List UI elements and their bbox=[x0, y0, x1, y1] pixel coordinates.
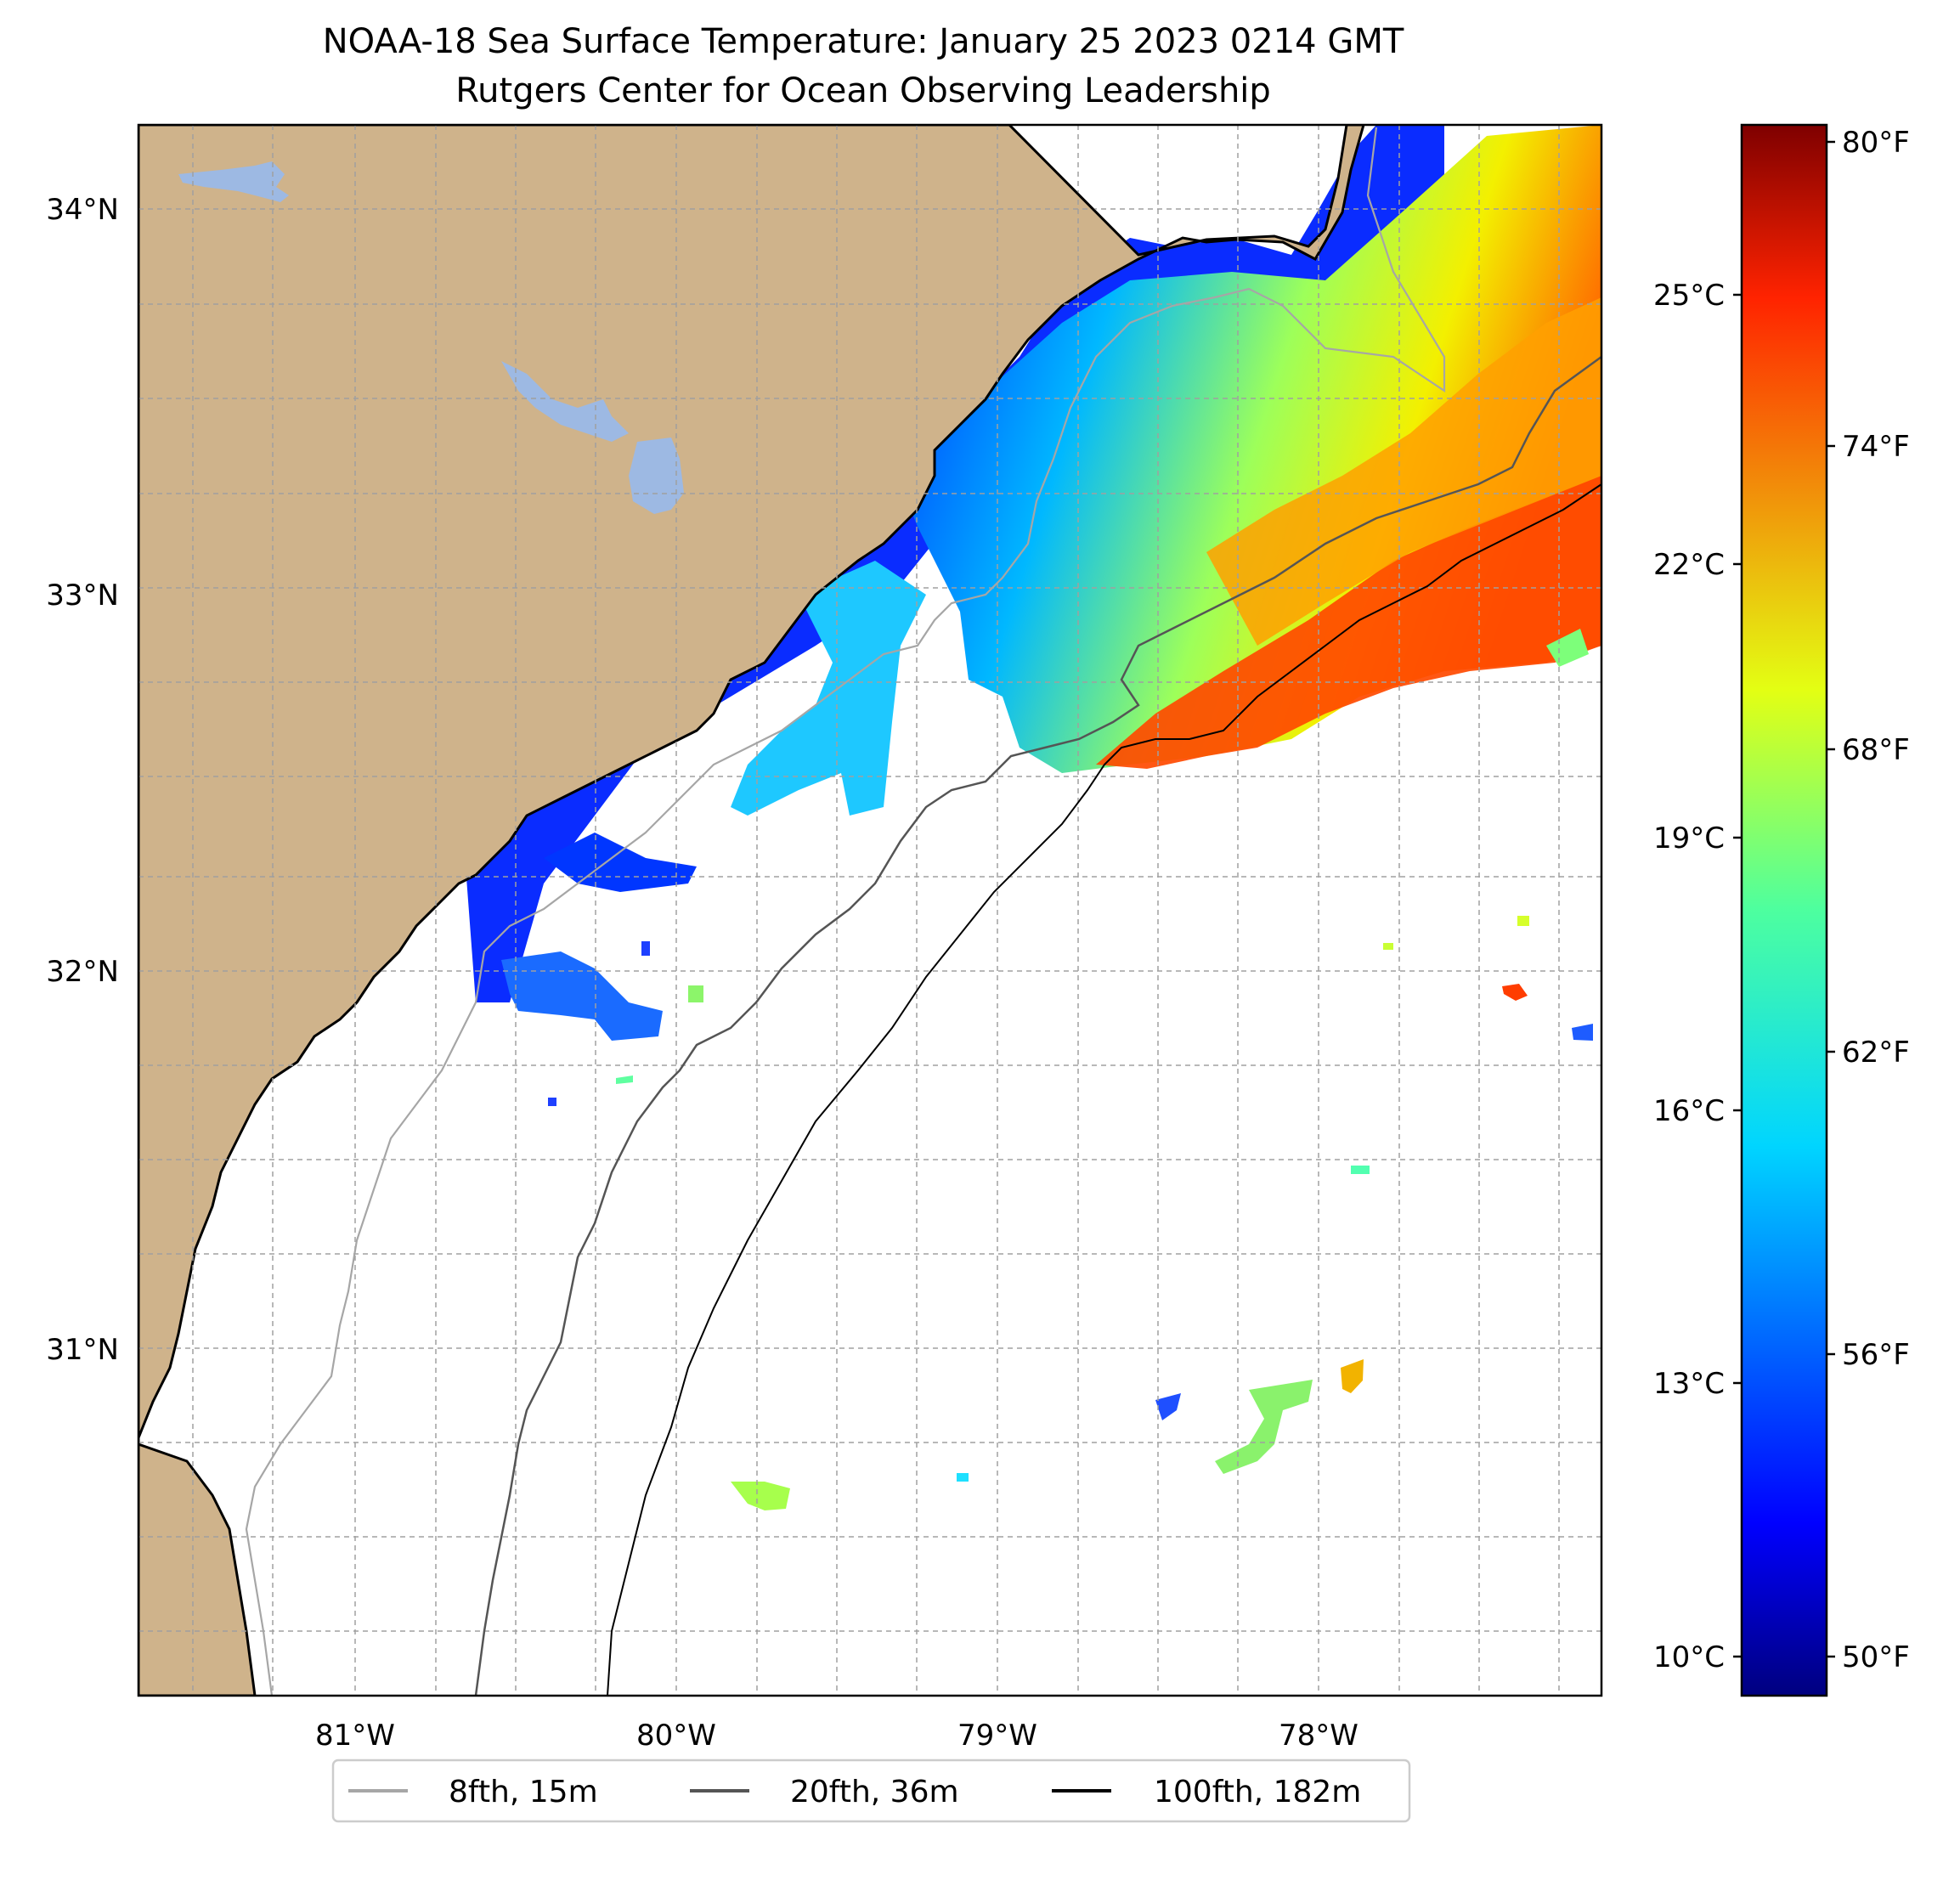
sst-scattered-pixels bbox=[548, 629, 1593, 1510]
lat-tick-label: 33°N bbox=[46, 579, 119, 613]
state-border bbox=[1008, 125, 1139, 256]
celsius-tick-label: 10°C bbox=[1653, 1640, 1725, 1674]
land-southern-strip bbox=[138, 1442, 257, 1696]
graticule bbox=[138, 125, 1601, 1696]
fahrenheit-tick-label: 62°F bbox=[1842, 1036, 1910, 1070]
sst-south-cold-patch bbox=[501, 951, 663, 1041]
celsius-tick-label: 16°C bbox=[1653, 1094, 1725, 1128]
map-frame bbox=[137, 123, 1603, 1697]
lat-tick-label: 32°N bbox=[46, 955, 119, 989]
lat-tick-label: 31°N bbox=[46, 1333, 119, 1367]
title-line-1: NOAA-18 Sea Surface Temperature: January… bbox=[323, 22, 1404, 61]
sst-field bbox=[466, 125, 1601, 1510]
lon-tick-label: 79°W bbox=[957, 1719, 1037, 1753]
title-line-2: Rutgers Center for Ocean Observing Leade… bbox=[455, 71, 1271, 110]
legend-label: 8fth, 15m bbox=[449, 1775, 598, 1809]
lon-tick-label: 78°W bbox=[1279, 1719, 1358, 1753]
lakes bbox=[178, 161, 684, 514]
lon-tick-label: 81°W bbox=[315, 1719, 395, 1753]
fahrenheit-tick-label: 68°F bbox=[1842, 733, 1910, 767]
celsius-tick-label: 13°C bbox=[1653, 1367, 1725, 1401]
colorbar: 25°C 22°C 19°C 16°C 13°C 10°C 80°F 74°F … bbox=[1653, 123, 1910, 1697]
sst-orange-band bbox=[1206, 297, 1601, 646]
celsius-tick-label: 22°C bbox=[1653, 548, 1725, 582]
legend-label: 100fth, 182m bbox=[1154, 1775, 1361, 1809]
fahrenheit-tick-label: 74°F bbox=[1842, 430, 1910, 464]
legend-label: 20fth, 36m bbox=[790, 1775, 959, 1809]
legend-box bbox=[331, 1759, 1411, 1823]
latitude-axis: 34°N 33°N 32°N 31°N bbox=[46, 193, 119, 1367]
colorbar-gradient bbox=[1740, 123, 1828, 1697]
sst-cyan-patch bbox=[731, 561, 926, 816]
isobath-20fth bbox=[474, 355, 1601, 1696]
celsius-tick-label: 25°C bbox=[1653, 279, 1725, 313]
fahrenheit-tick-label: 80°F bbox=[1842, 126, 1910, 160]
lat-tick-label: 34°N bbox=[46, 193, 119, 227]
lon-tick-label: 80°W bbox=[636, 1719, 716, 1753]
celsius-tick-label: 19°C bbox=[1653, 821, 1725, 855]
land-mass bbox=[138, 125, 1365, 1696]
longitude-axis: 81°W 80°W 79°W 78°W bbox=[315, 1719, 1358, 1753]
isobath-100fth bbox=[607, 483, 1601, 1696]
fahrenheit-tick-label: 50°F bbox=[1842, 1640, 1910, 1674]
legend: 8fth, 15m 20fth, 36m 100fth, 182m bbox=[331, 1759, 1411, 1823]
fahrenheit-tick-label: 56°F bbox=[1842, 1338, 1910, 1372]
sst-gulf-stream-warm bbox=[1096, 476, 1601, 769]
isobath-8fth bbox=[245, 127, 1446, 1696]
map-panel bbox=[138, 125, 1601, 1696]
